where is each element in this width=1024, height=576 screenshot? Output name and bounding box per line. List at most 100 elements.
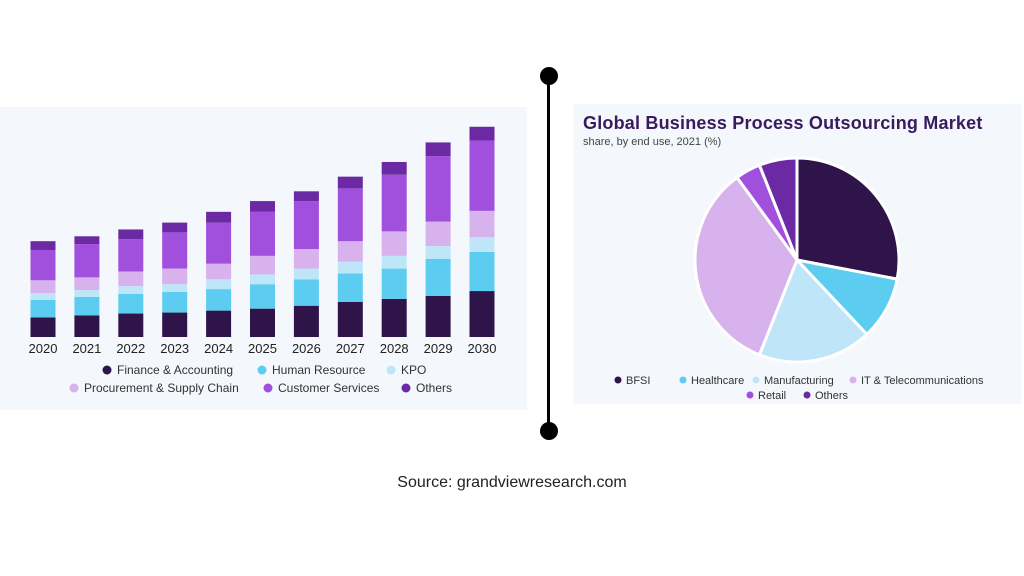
- bar-2025-series-0: [250, 308, 275, 337]
- bar-2023-series-3: [162, 268, 188, 285]
- bar-2025-series-1: [250, 284, 275, 309]
- bar-2026-series-1: [293, 279, 319, 306]
- pie-legend-marker: [614, 376, 622, 384]
- bar-2027-series-2: [337, 261, 363, 274]
- legend-label: Others: [416, 381, 452, 395]
- pie-legend-label: Manufacturing: [764, 375, 834, 387]
- bar-2021-series-2: [74, 290, 100, 297]
- bar-2022-series-4: [118, 239, 144, 272]
- bar-2026-series-3: [293, 249, 319, 269]
- bar-2026-series-4: [293, 201, 319, 249]
- bar-2028-series-1: [381, 268, 407, 299]
- pie-slice-others: [757, 156, 799, 262]
- bar-2021-series-5: [74, 236, 100, 245]
- bar-2023-series-0: [162, 312, 188, 337]
- x-tick-label: 2020: [29, 341, 58, 356]
- bar-2024-series-3: [206, 263, 232, 280]
- x-tick-label: 2028: [380, 341, 409, 356]
- legend-marker: [69, 383, 79, 393]
- bar-2021-series-0: [74, 315, 100, 337]
- bar-2030-series-0: [469, 291, 495, 337]
- pie-legend-marker: [752, 376, 760, 384]
- pie-chart: BFSI Healthcare Manufacturing IT & Telecomm…: [614, 156, 984, 402]
- bar-2029-series-4: [425, 156, 451, 222]
- bar-2022-series-2: [118, 286, 144, 294]
- bar-2020-series-3: [30, 280, 56, 293]
- bar-2024-series-5: [206, 211, 232, 223]
- stacked-bar-chart: 2020 2021 2022 2023 2024 2025 2026 2027 2028 2029…: [29, 126, 497, 395]
- pie-slice-manufacturing: [757, 258, 869, 364]
- bar-2025-series-4: [250, 211, 275, 256]
- bar-2024-series-4: [206, 222, 232, 264]
- x-tick-label: 2029: [424, 341, 453, 356]
- x-tick-label: 2025: [248, 341, 277, 356]
- pie-legend-marker: [679, 376, 687, 384]
- bar-2024-series-0: [206, 310, 232, 337]
- bar-2021-series-1: [74, 296, 100, 316]
- pie-legend-label: IT & Telecommunications: [861, 375, 984, 387]
- x-tick-label: 2030: [468, 341, 497, 356]
- bar-2023-series-5: [162, 222, 188, 233]
- legend-marker: [386, 365, 396, 375]
- pie-legend-label: Healthcare: [691, 375, 744, 387]
- x-tick-label: 2027: [336, 341, 365, 356]
- legend-marker: [102, 365, 112, 375]
- legend-marker: [263, 383, 273, 393]
- divider-dot-top: [540, 67, 558, 85]
- bar-2026-series-5: [293, 191, 319, 202]
- bar-2027-series-3: [337, 241, 363, 262]
- bar-2022-series-5: [118, 229, 144, 240]
- legend-marker: [257, 365, 267, 375]
- bar-2030-series-3: [469, 210, 495, 238]
- bar-2025-series-5: [250, 201, 275, 212]
- bar-2028-series-4: [381, 174, 407, 232]
- pie-chart-title: Global Business Process Outsourcing Mark…: [583, 113, 983, 133]
- bar-2027-series-0: [337, 301, 363, 337]
- legend-label: Finance & Accounting: [117, 363, 233, 377]
- legend-label: KPO: [401, 363, 426, 377]
- bar-2020-series-1: [30, 299, 56, 318]
- bar-2026-series-0: [293, 305, 319, 337]
- stacked-bar-chart-panel: 2020 2021 2022 2023 2024 2025 2026 2027 2028 2029…: [0, 107, 527, 410]
- bar-2030-series-1: [469, 251, 495, 292]
- bar-2028-series-0: [381, 298, 407, 337]
- bar-2027-series-4: [337, 188, 363, 242]
- bar-2023-series-1: [162, 292, 188, 313]
- bar-2022-series-0: [118, 313, 144, 337]
- bar-2021-series-3: [74, 277, 100, 291]
- pie-legend-label: BFSI: [626, 375, 650, 387]
- pie-legend-label: Others: [815, 390, 849, 402]
- pie-slice-bfsi: [795, 156, 901, 281]
- legend-label: Human Resource: [272, 363, 366, 377]
- pie-chart-subtitle: share, by end use, 2021 (%): [583, 136, 722, 148]
- bar-2029-series-3: [425, 221, 451, 247]
- x-tick-label: 2024: [204, 341, 233, 356]
- bar-2020-series-4: [30, 249, 56, 281]
- pie-chart-panel: Global Business Process Outsourcing Mark…: [573, 104, 1021, 404]
- bar-2024-series-1: [206, 289, 232, 311]
- x-tick-label: 2023: [160, 341, 189, 356]
- legend-marker: [401, 383, 411, 393]
- pie-legend-marker: [849, 376, 857, 384]
- bar-2020-series-5: [30, 241, 56, 250]
- bar-2026-series-2: [293, 268, 319, 280]
- source-caption: Source: grandviewresearch.com: [397, 474, 627, 491]
- bar-2029-series-5: [425, 142, 451, 157]
- legend-label: Procurement & Supply Chain: [84, 381, 239, 395]
- bar-2029-series-2: [425, 246, 451, 259]
- x-tick-label: 2026: [292, 341, 321, 356]
- divider-line: [547, 76, 550, 432]
- bar-2023-series-2: [162, 284, 188, 293]
- bar-2025-series-2: [250, 274, 275, 285]
- bar-2023-series-4: [162, 232, 188, 269]
- legend-label: Customer Services: [278, 381, 379, 395]
- x-tick-label: 2021: [72, 341, 101, 356]
- bar-2027-series-1: [337, 273, 363, 302]
- pie-legend-marker: [803, 391, 811, 399]
- bar-2027-series-5: [337, 176, 363, 189]
- bar-2022-series-3: [118, 271, 144, 287]
- bar-2029-series-1: [425, 258, 451, 296]
- bar-2025-series-3: [250, 255, 275, 275]
- pie-legend-marker: [746, 391, 754, 399]
- pie-slice-it-telecommunications: [693, 175, 799, 357]
